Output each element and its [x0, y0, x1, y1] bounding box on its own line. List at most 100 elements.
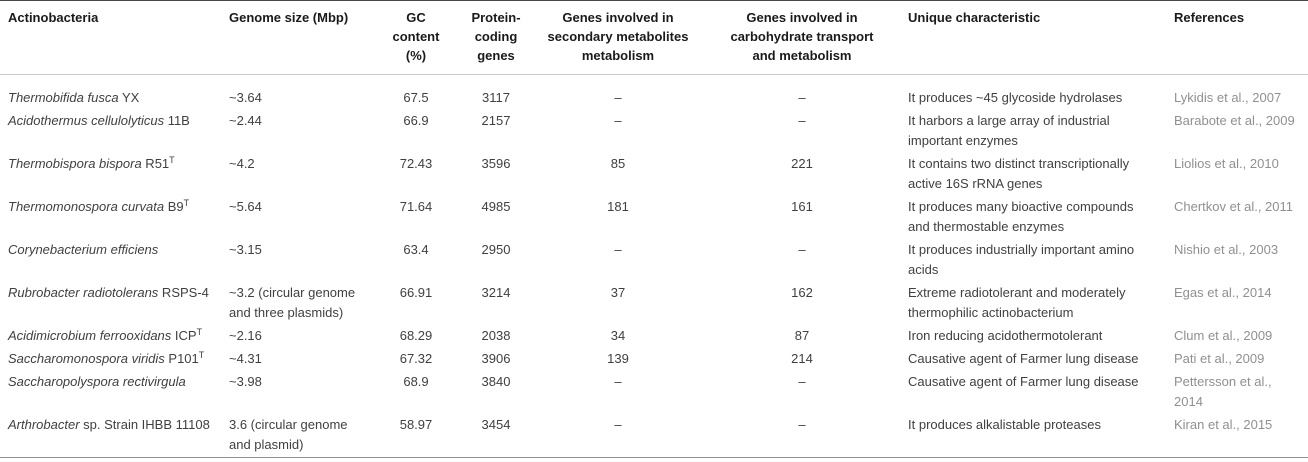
header-row: Actinobacteria Genome size (Mbp) GC cont… [0, 1, 1308, 75]
table-row: Saccharopolyspora rectivirgula ~3.98 68.9 3… [0, 371, 1308, 414]
unique-characteristic-cell: It produces industrially important amino… [908, 242, 1135, 277]
gc-content-cell: 67.5 [403, 90, 429, 105]
organism-cell: Arthrobacter sp. Strain IHBB 11108 [0, 414, 229, 458]
secondary-metabolites-genes-cell: – [614, 242, 622, 257]
secondary-metabolites-genes-cell: 139 [607, 351, 629, 366]
unique-characteristic-cell: Extreme radiotolerant and moderately the… [908, 285, 1126, 320]
reference-cell: Pettersson et al., 2014 [1174, 374, 1272, 409]
organism-strain-label: 11B [164, 113, 190, 128]
reference-cell: Clum et al., 2009 [1174, 328, 1273, 343]
table-row: Corynebacterium efficiens ~3.15 63.4 2950 – –… [0, 239, 1308, 282]
protein-coding-genes-cell: 3454 [481, 417, 511, 432]
protein-coding-genes-cell: 2157 [481, 113, 511, 128]
secondary-metabolites-genes-cell: 85 [610, 156, 626, 171]
protein-coding-genes-cell: 3906 [481, 351, 511, 366]
type-strain-superscript: T [196, 327, 203, 337]
carbohydrate-genes-cell: – [798, 374, 806, 389]
column-header-genome-size: Genome size (Mbp) [229, 10, 349, 25]
gc-content-cell: 58.97 [399, 417, 433, 432]
reference-cell: Lykidis et al., 2007 [1174, 90, 1282, 105]
reference-cell: Pati et al., 2009 [1174, 351, 1265, 366]
organism-cell: Acidimicrobium ferrooxidans ICPT [0, 325, 229, 348]
table-row: Acidothermus cellulolyticus 11B ~2.44 66.9… [0, 110, 1308, 153]
organism-cell: Saccharopolyspora rectivirgula [0, 371, 229, 414]
unique-characteristic-cell: It produces ~45 glycoside hydrolases [908, 90, 1123, 105]
organism-name-italic: Thermobifida fusca [8, 90, 119, 105]
protein-coding-genes-cell: 3596 [481, 156, 511, 171]
protein-coding-genes-cell: 3214 [481, 285, 511, 300]
table-row: Rubrobacter radiotolerans RSPS-4 ~3.2 (ci… [0, 282, 1308, 325]
secondary-metabolites-genes-cell: 37 [610, 285, 626, 300]
organism-name-italic: Arthrobacter [8, 417, 80, 432]
reference-cell: Egas et al., 2014 [1174, 285, 1272, 300]
protein-coding-genes-cell: 2950 [481, 242, 511, 257]
organism-strain-label: R51 [141, 156, 170, 171]
gc-content-cell: 67.32 [399, 351, 433, 366]
carbohydrate-genes-cell: – [798, 417, 806, 432]
carbohydrate-genes-cell: 214 [791, 351, 813, 366]
table-row: Thermobifida fusca YX ~3.64 67.5 3117– – It p… [0, 75, 1308, 111]
organism-cell: Saccharomonospora viridis P101T [0, 348, 229, 371]
carbohydrate-genes-cell: 221 [791, 156, 813, 171]
organism-name-italic: Corynebacterium efficiens [8, 242, 159, 257]
organism-strain-label: B9 [164, 199, 184, 214]
organism-name-italic: Rubrobacter radiotolerans [8, 285, 159, 300]
unique-characteristic-cell: Causative agent of Farmer lung disease [908, 351, 1139, 366]
gc-content-cell: 71.64 [399, 199, 433, 214]
genome-size-cell: ~3.64 [229, 90, 262, 105]
gc-content-cell: 66.91 [399, 285, 433, 300]
unique-characteristic-cell: It produces many bioactive compounds and… [908, 199, 1134, 234]
unique-characteristic-cell: Causative agent of Farmer lung disease [908, 374, 1139, 389]
genome-size-cell: ~3.2 (circular genome and three plasmids… [229, 285, 356, 320]
protein-coding-genes-cell: 3117 [482, 90, 510, 105]
table-header: Actinobacteria Genome size (Mbp) GC cont… [0, 1, 1308, 75]
carbohydrate-genes-cell: – [798, 113, 806, 128]
organism-strain-label: RSPS-4 [158, 285, 209, 300]
unique-characteristic-cell: It contains two distinct transcriptional… [908, 156, 1130, 191]
gc-content-cell: 68.29 [399, 328, 433, 343]
table-row: Acidimicrobium ferrooxidans ICPT ~2.16 68.… [0, 325, 1308, 348]
secondary-metabolites-genes-cell: – [614, 417, 622, 432]
organism-cell: Thermobispora bispora R51T [0, 153, 229, 196]
table-row: Thermobispora bispora R51T ~4.2 72.43 3596 8… [0, 153, 1308, 196]
secondary-metabolites-genes-cell: 181 [607, 199, 629, 214]
organism-name-italic: Saccharomonospora viridis [8, 351, 165, 366]
genome-size-cell: ~3.15 [229, 242, 262, 257]
organism-name-italic: Acidothermus cellulolyticus [8, 113, 165, 128]
organism-strain-label: ICP [171, 328, 197, 343]
carbohydrate-genes-cell: – [798, 90, 806, 105]
organism-cell: Corynebacterium efficiens [0, 239, 229, 282]
carbohydrate-genes-cell: 162 [791, 285, 813, 300]
secondary-metabolites-genes-cell: 34 [610, 328, 626, 343]
protein-coding-genes-cell: 2038 [481, 328, 511, 343]
protein-coding-genes-cell: 3840 [481, 374, 511, 389]
genome-size-cell: ~4.2 [229, 156, 255, 171]
genome-size-cell: ~2.16 [229, 328, 262, 343]
column-header-references: References [1174, 10, 1245, 25]
table-row: Saccharomonospora viridis P101T ~4.31 67.3… [0, 348, 1308, 371]
secondary-metabolites-genes-cell: – [614, 90, 622, 105]
gc-content-cell: 72.43 [399, 156, 433, 171]
genome-size-cell: ~2.44 [229, 113, 262, 128]
unique-characteristic-cell: It harbors a large array of industrial i… [908, 113, 1110, 148]
table-row: Arthrobacter sp. Strain IHBB 11108 3.6 (c… [0, 414, 1308, 458]
table-body: Thermobifida fusca YX ~3.64 67.5 3117– – It p… [0, 75, 1308, 458]
organism-name-italic: Thermobispora bispora [8, 156, 142, 171]
column-header-carbohydrate-transport: Genes involved in carbohydrate transport… [730, 10, 874, 63]
organism-cell: Thermobifida fusca YX [0, 75, 229, 111]
type-strain-superscript: T [169, 155, 175, 165]
reference-cell: Barabote et al., 2009 [1174, 113, 1295, 128]
carbohydrate-genes-cell: 87 [794, 328, 810, 343]
unique-characteristic-cell: It produces alkalistable proteases [908, 417, 1101, 432]
column-header-unique-characteristic: Unique characteristic [908, 10, 1041, 25]
table-row: Thermomonospora curvata B9T ~5.64 71.64 498… [0, 196, 1308, 239]
genome-size-cell: 3.6 (circular genome and plasmid) [229, 417, 348, 452]
genome-size-cell: ~4.31 [229, 351, 262, 366]
organism-strain-label: YX [118, 90, 140, 105]
gc-content-cell: 68.9 [403, 374, 429, 389]
type-strain-superscript: T [198, 350, 205, 360]
unique-characteristic-cell: Iron reducing acidothermotolerant [908, 328, 1103, 343]
gc-content-cell: 66.9 [403, 113, 429, 128]
organism-strain-label: sp. Strain IHBB 11108 [79, 417, 210, 432]
